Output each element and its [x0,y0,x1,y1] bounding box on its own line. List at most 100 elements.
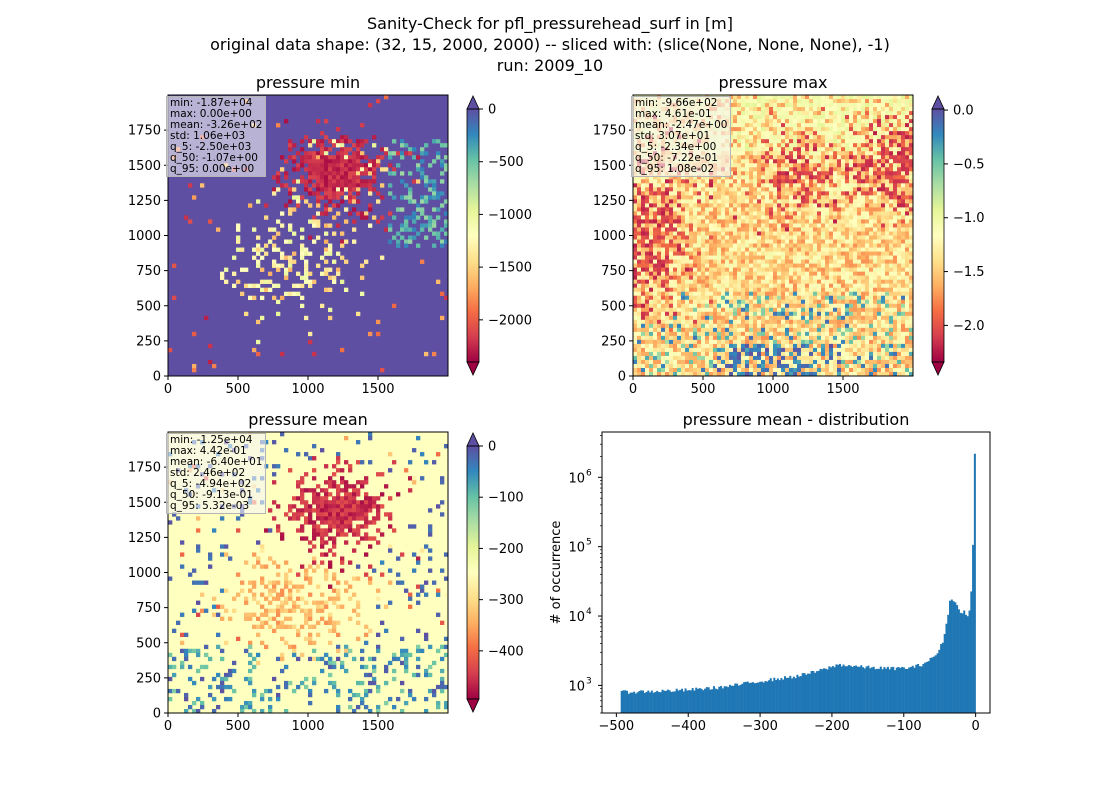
histogram-bar [728,684,731,713]
colorbar-tick-label: 0 [488,440,496,455]
figure-title-line-3: run: 2009_10 [496,56,604,75]
histogram-bar [943,634,946,713]
x-tick-label: 0 [971,719,979,734]
histogram-bar [893,670,897,713]
panel-title: pressure min [256,73,360,92]
histogram-bar [949,600,952,713]
histogram-bar [753,683,756,713]
histogram-bar [844,666,847,713]
figure-title-line-2: original data shape: (32, 15, 2000, 2000… [210,35,890,54]
histogram-bar [773,677,776,713]
histogram-bar [874,669,877,713]
histogram-bar [872,666,875,713]
histogram-bar [886,666,889,713]
histogram-bar [895,667,898,713]
colorbar-extend-top [931,95,945,110]
histogram-bar [675,688,678,713]
histogram-bar [847,665,850,713]
x-tick-label: −300 [742,719,778,734]
histogram-bar [909,666,912,713]
histogram-bar [741,683,744,713]
histogram-bar [828,666,831,713]
x-tick-label: 0 [629,382,637,397]
colorbar-tick-label: −300 [488,593,524,608]
y-tick-label: 1000 [128,566,161,581]
y-tick-label: 1500 [128,496,161,511]
panel-title: pressure max [718,73,827,92]
heatmap-panel-2: 0 500 1000 1500 0 250 500 750 1000 1250 1500 1750 pr… [593,73,985,397]
histogram-bar [846,666,849,713]
histogram-bar [918,666,921,713]
histogram-bar [966,616,969,713]
histogram-bar [766,681,769,713]
y-tick-label: 1750 [128,124,161,139]
histogram-bar [659,692,662,713]
y-tick-exponent: 4 [586,607,592,617]
colorbar-tick-label: −200 [488,542,524,557]
histogram-bar [801,673,804,713]
heatmap-panel-3: 0 500 1000 1500 0 250 500 750 1000 1250 1500 1750 pr… [128,410,524,734]
histogram-bar [863,668,866,713]
histogram-bar [890,667,893,713]
y-tick-label: 250 [601,334,626,349]
histogram-bar [650,690,653,713]
colorbar-tick-label: −1500 [488,261,532,276]
x-tick-label: 1000 [291,382,324,397]
histogram-bar [922,663,925,713]
histogram-bar [915,664,918,713]
histogram-bar [904,668,907,713]
histogram-bar [899,667,902,713]
histogram-bar [684,688,687,713]
panel-title: pressure mean [248,410,368,429]
y-tick-label: 500 [136,636,161,651]
histogram-bar [707,687,710,713]
histogram-bar [972,544,975,713]
colorbar-tick-label: −1000 [488,208,532,223]
histogram-bar [917,663,920,713]
colorbar-extend-bottom [466,361,480,376]
histogram-bar [807,673,810,713]
colorbar-tick-label: −100 [488,491,524,506]
histogram-bar [656,690,659,713]
histogram-bar [833,667,836,713]
histogram-bar [641,690,644,713]
histogram-bar [744,681,747,713]
histogram-bar [757,682,760,713]
histogram-bar [945,623,948,713]
heatmap-cells [633,95,914,377]
colorbar-tick-label: −0.5 [953,157,985,172]
y-tick-label: 750 [136,264,161,279]
colorbar-extend-bottom [466,698,480,713]
histogram-bar [622,690,625,713]
histogram-bar [812,671,815,713]
histogram-bar [927,661,930,713]
histogram-bar [817,670,820,713]
histogram-bar [778,680,781,713]
histogram-bar [780,678,783,713]
histogram-bar [789,675,792,713]
histogram-bar [819,668,822,713]
histogram-bar [851,666,854,713]
histogram-bar [881,669,884,713]
histogram-bar [787,677,790,713]
histogram-bar [902,667,905,713]
histogram-bar [892,666,895,713]
x-tick-label: −500 [599,719,635,734]
histogram-bar [783,676,786,713]
x-tick-label: −200 [814,719,850,734]
histogram-bar [808,673,811,713]
histogram-bar [831,666,834,713]
histogram-bar [835,664,838,713]
histogram-bar [643,693,646,713]
histogram-bar [702,690,705,713]
histogram-bar [737,685,740,713]
histogram-bar [956,605,959,713]
histogram-bar [633,691,636,713]
histogram-bar [714,688,717,713]
histogram-bar [688,690,691,713]
histogram-bar [698,688,701,713]
colorbar-tick-label: −1.5 [953,265,985,280]
y-tick-label: 250 [136,334,161,349]
histogram-bar [736,683,739,713]
